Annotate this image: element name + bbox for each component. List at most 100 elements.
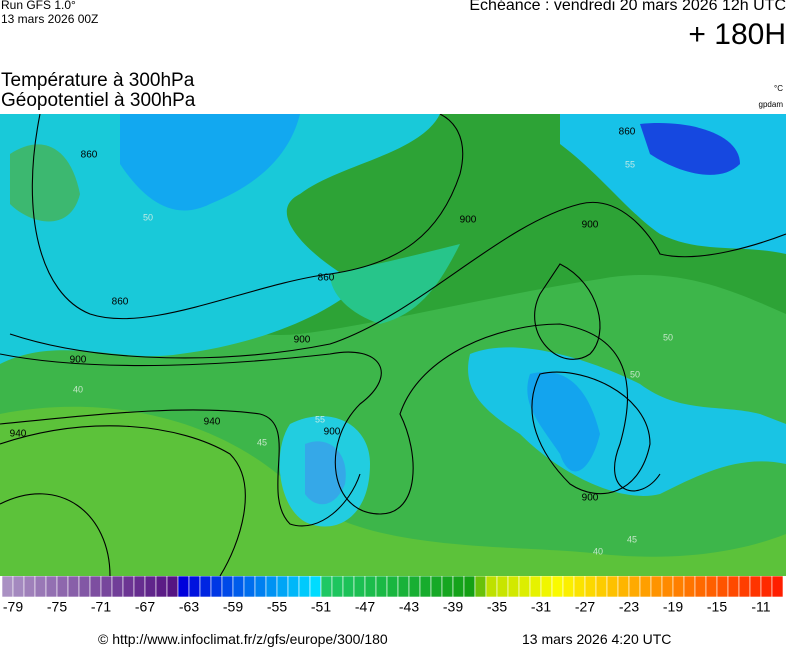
colorbar-swatch bbox=[573, 576, 586, 598]
colorbar-swatch bbox=[144, 576, 157, 598]
contour-label: 50 bbox=[663, 332, 673, 342]
map: 860 860 900 900 860 860 900 900 940 940 900 900 55 50… bbox=[0, 114, 786, 576]
footer-date: 13 mars 2026 4:20 UTC bbox=[522, 631, 672, 647]
colorbar-swatch bbox=[155, 576, 168, 598]
valid-time: Echéance : vendredi 20 mars 2026 12h UTC bbox=[469, 0, 786, 14]
contour-label: 45 bbox=[627, 534, 637, 544]
colorbar-label: -11 bbox=[751, 599, 770, 615]
colorbar-swatch bbox=[232, 576, 245, 598]
colorbar-swatch bbox=[408, 576, 421, 598]
contour-label: 940 bbox=[204, 417, 221, 428]
colorbar-swatch bbox=[474, 576, 487, 598]
colorbar-label: -27 bbox=[575, 599, 595, 615]
run-label: Run GFS 1.0° bbox=[1, 0, 76, 12]
colorbar-swatch bbox=[265, 576, 278, 598]
colorbar-swatch bbox=[243, 576, 256, 598]
colorbar-swatch bbox=[331, 576, 344, 598]
colorbar-swatch bbox=[397, 576, 410, 598]
temp-field bbox=[120, 114, 300, 211]
colorbar-swatch bbox=[320, 576, 333, 598]
colorbar-swatch bbox=[386, 576, 399, 598]
colorbar-swatch bbox=[595, 576, 608, 598]
colorbar-swatch bbox=[672, 576, 685, 598]
contour-label: 860 bbox=[81, 150, 98, 161]
colorbar-label: -67 bbox=[135, 599, 155, 615]
colorbar-swatch bbox=[199, 576, 212, 598]
colorbar-swatch bbox=[529, 576, 542, 598]
colorbar-swatch bbox=[738, 576, 751, 598]
contour-label: 900 bbox=[582, 220, 599, 231]
colorbar-swatch bbox=[650, 576, 663, 598]
temp-field bbox=[10, 144, 80, 222]
colorbar-swatch bbox=[254, 576, 267, 598]
run-date: 13 mars 2026 00Z bbox=[1, 12, 99, 26]
colorbar-swatch bbox=[342, 576, 355, 598]
colorbar-swatch bbox=[375, 576, 388, 598]
colorbar-swatch bbox=[67, 576, 80, 598]
colorbar-swatch bbox=[56, 576, 69, 598]
footer-source: © http://www.infoclimat.fr/z/gfs/europe/… bbox=[98, 631, 388, 647]
temp-field bbox=[0, 114, 440, 364]
colorbar-swatch bbox=[705, 576, 718, 598]
colorbar-swatch bbox=[287, 576, 300, 598]
colorbar-label: -35 bbox=[487, 599, 507, 615]
temp-field bbox=[527, 372, 600, 472]
colorbar-label: -59 bbox=[223, 599, 243, 615]
colorbar-swatch bbox=[364, 576, 377, 598]
colorbar-swatch bbox=[584, 576, 597, 598]
contour-label: 40 bbox=[593, 546, 603, 556]
colorbar-swatch bbox=[716, 576, 729, 598]
colorbar-swatch bbox=[309, 576, 322, 598]
contour-label: 900 bbox=[70, 355, 87, 366]
contour-label: 900 bbox=[582, 493, 599, 504]
colorbar-swatch bbox=[452, 576, 465, 598]
colorbar-swatch bbox=[441, 576, 454, 598]
colorbar-label: -55 bbox=[267, 599, 287, 615]
colorbar-swatch bbox=[463, 576, 476, 598]
contour-label: 45 bbox=[257, 437, 267, 447]
temp-field bbox=[0, 406, 786, 576]
colorbar: -79 -75 -71 -67 -63 -59 -55 -51 -47 -43 -39 -35 -31 -… bbox=[1, 576, 784, 615]
colorbar-swatch bbox=[298, 576, 311, 598]
colorbar-swatch bbox=[78, 576, 91, 598]
colorbar-label: -39 bbox=[443, 599, 463, 615]
temp-field bbox=[640, 123, 740, 175]
contour-label: 900 bbox=[324, 427, 341, 438]
colorbar-label: -19 bbox=[663, 599, 683, 615]
colorbar-swatch bbox=[683, 576, 696, 598]
contour-label: 50 bbox=[143, 212, 153, 222]
colorbar-swatch bbox=[496, 576, 509, 598]
colorbar-swatch bbox=[177, 576, 190, 598]
unit-label: gpdam bbox=[758, 100, 783, 109]
colorbar-label: -23 bbox=[619, 599, 639, 615]
colorbar-swatch bbox=[100, 576, 113, 598]
contour-label: 55 bbox=[315, 414, 325, 424]
colorbar-swatch bbox=[639, 576, 652, 598]
contour-label: 55 bbox=[625, 159, 635, 169]
field-title: Géopotentiel à 300hPa bbox=[1, 90, 196, 111]
contour-label: 50 bbox=[630, 369, 640, 379]
contour-label: 940 bbox=[10, 429, 27, 440]
colorbar-swatch bbox=[45, 576, 58, 598]
colorbar-label: -79 bbox=[3, 599, 23, 615]
colorbar-swatch bbox=[210, 576, 223, 598]
colorbar-swatch bbox=[562, 576, 575, 598]
colorbar-swatch bbox=[276, 576, 289, 598]
contour-label: 900 bbox=[294, 335, 311, 346]
colorbar-swatch bbox=[1, 576, 14, 598]
colorbar-swatch bbox=[749, 576, 762, 598]
colorbar-label: -63 bbox=[179, 599, 199, 615]
colorbar-swatch bbox=[133, 576, 146, 598]
colorbar-swatch bbox=[628, 576, 641, 598]
colorbar-label: -47 bbox=[355, 599, 375, 615]
colorbar-swatch bbox=[23, 576, 36, 598]
colorbar-label: -15 bbox=[707, 599, 727, 615]
colorbar-swatch bbox=[122, 576, 135, 598]
contour-label: 900 bbox=[460, 215, 477, 226]
unit-label: °C bbox=[774, 84, 783, 93]
colorbar-swatch bbox=[540, 576, 553, 598]
colorbar-swatch bbox=[419, 576, 432, 598]
colorbar-label: -51 bbox=[311, 599, 331, 615]
colorbar-swatch bbox=[727, 576, 740, 598]
colorbar-swatch bbox=[12, 576, 25, 598]
